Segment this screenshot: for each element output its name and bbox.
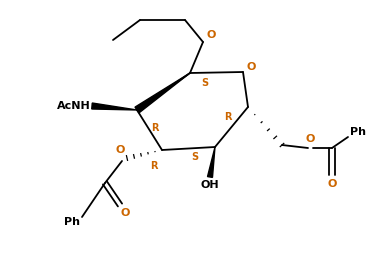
Polygon shape <box>92 103 137 110</box>
Text: O: O <box>305 134 315 144</box>
Text: OH: OH <box>201 180 219 190</box>
Text: Ph: Ph <box>64 217 80 227</box>
Text: AcNH: AcNH <box>57 101 91 111</box>
Polygon shape <box>135 73 190 113</box>
Text: O: O <box>115 145 125 155</box>
Text: R: R <box>151 123 159 133</box>
Text: O: O <box>206 30 216 40</box>
Text: Ph: Ph <box>350 127 366 137</box>
Text: O: O <box>120 208 130 218</box>
Text: O: O <box>327 179 337 189</box>
Text: R: R <box>150 161 158 171</box>
Text: O: O <box>246 62 256 72</box>
Polygon shape <box>207 147 215 177</box>
Text: R: R <box>224 112 232 122</box>
Text: S: S <box>201 78 209 88</box>
Text: S: S <box>191 152 198 162</box>
